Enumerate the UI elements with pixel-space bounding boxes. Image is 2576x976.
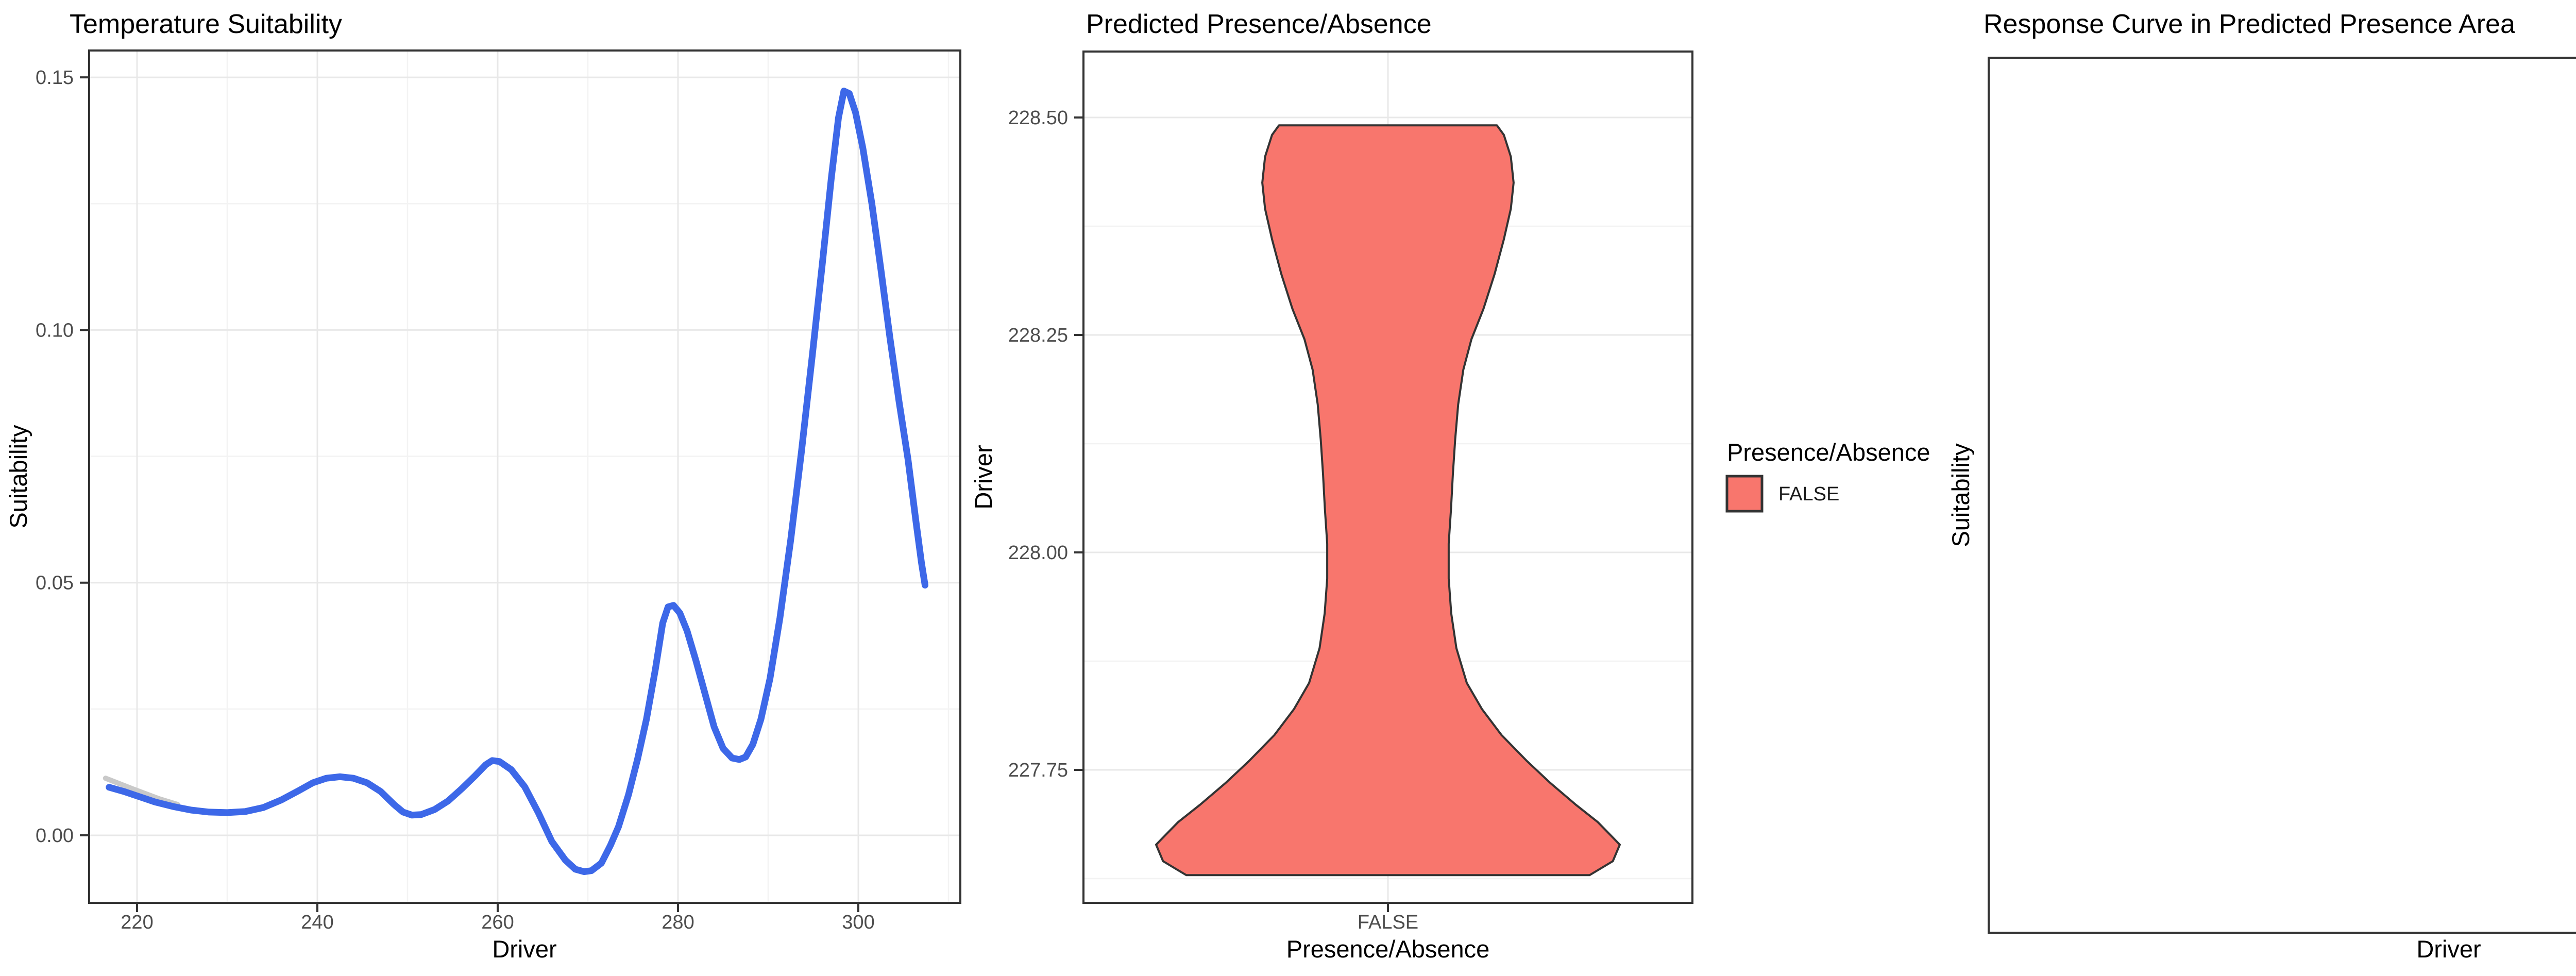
panel2-violin bbox=[1155, 124, 1621, 877]
panel2-y-axis-label: Driver bbox=[970, 445, 997, 509]
panel3-y-axis-label: Suitability bbox=[1947, 443, 1974, 547]
ghost-line-segment bbox=[103, 776, 180, 807]
y-tick-label: 0.00 bbox=[36, 825, 74, 847]
suitability-response-line bbox=[106, 88, 928, 876]
x-tick-label: 220 bbox=[121, 912, 153, 933]
panel-temperature-suitability: Temperature Suitability 220 240 260 280 300 0… bbox=[5, 9, 961, 963]
panel1-gridlines bbox=[89, 51, 960, 903]
x-tick-label: 300 bbox=[842, 912, 874, 933]
panel-response-curve: Response Curve in Predicted Presence Are… bbox=[1947, 9, 2576, 963]
x-tick-label: 240 bbox=[301, 912, 333, 933]
legend-presence-absence: Presence/Absence FALSE bbox=[1725, 439, 1930, 513]
panel1-title: Temperature Suitability bbox=[70, 9, 342, 39]
panel1-series bbox=[103, 88, 928, 876]
panel1-border bbox=[88, 49, 961, 904]
panel3-x-axis-label: Driver bbox=[2416, 935, 2481, 963]
panel3-border bbox=[1988, 57, 2576, 934]
violin-shape-false bbox=[1155, 124, 1621, 877]
y-tick-label: 0.10 bbox=[36, 319, 74, 341]
legend-label-false: FALSE bbox=[1778, 483, 1839, 505]
panel-predicted-presence-absence: Predicted Presence/Absence 227.75228.002… bbox=[970, 9, 1930, 963]
panel1-x-axis-label: Driver bbox=[492, 935, 556, 963]
y-tick-label: 0.15 bbox=[36, 67, 74, 89]
legend-key-false bbox=[1725, 475, 1764, 513]
x-tick-label: FALSE bbox=[1358, 912, 1418, 933]
panel3-title: Response Curve in Predicted Presence Are… bbox=[1984, 9, 2515, 39]
y-tick-label: 227.75 bbox=[1008, 760, 1068, 781]
panel2-title: Predicted Presence/Absence bbox=[1086, 9, 1432, 39]
x-tick-label: 280 bbox=[662, 912, 694, 933]
y-tick-label: 0.05 bbox=[36, 573, 74, 594]
y-tick-label: 228.00 bbox=[1008, 542, 1068, 564]
panel1-y-axis-label: Suitability bbox=[5, 425, 32, 529]
panel2-x-axis-label: Presence/Absence bbox=[1286, 935, 1490, 963]
x-tick-label: 260 bbox=[481, 912, 514, 933]
panel2-ticks: 227.75 228.00 228.25 228.50 FALSE bbox=[1008, 107, 1418, 933]
y-tick-label: 228.50 bbox=[1008, 107, 1068, 129]
legend-title: Presence/Absence bbox=[1727, 439, 1930, 466]
y-tick-label: 228.25 bbox=[1008, 325, 1068, 346]
panel1-ticks: 220 240 260 280 300 0.00 0.05 0.10 0.15 bbox=[36, 67, 875, 933]
